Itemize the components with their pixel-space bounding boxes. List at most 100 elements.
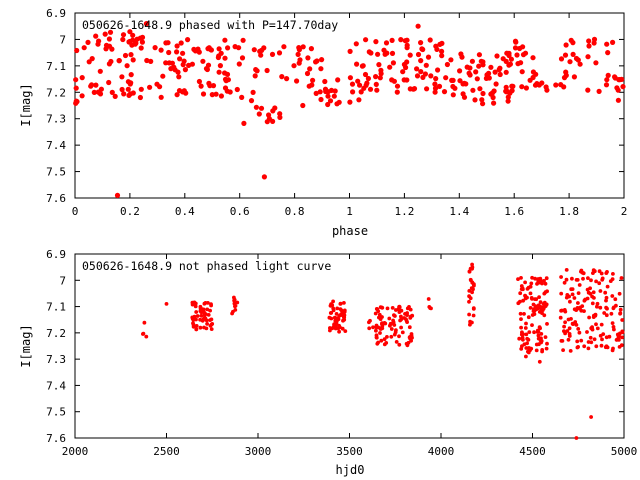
- data-point: [203, 301, 208, 305]
- data-point: [561, 75, 568, 81]
- data-point: [389, 334, 394, 339]
- data-point: [559, 308, 563, 313]
- data-point: [230, 311, 235, 316]
- data-point: [374, 87, 380, 93]
- data-point: [518, 311, 523, 316]
- data-point: [505, 98, 511, 104]
- x-tick-label: 2000: [62, 445, 89, 458]
- data-point: [400, 330, 405, 335]
- data-point: [439, 53, 445, 59]
- data-point: [318, 96, 324, 103]
- data-point: [564, 277, 569, 282]
- data-point: [567, 326, 572, 331]
- y-tick-label: 6.9: [46, 7, 66, 20]
- data-point: [604, 344, 609, 349]
- data-point: [559, 291, 564, 296]
- data-point: [198, 304, 203, 309]
- data-point: [562, 308, 567, 312]
- data-point: [305, 55, 311, 61]
- data-point: [199, 313, 204, 318]
- data-point: [147, 84, 153, 90]
- data-point: [542, 313, 547, 318]
- y-tick-label: 7: [59, 33, 66, 46]
- x-tick-label: 1: [346, 205, 353, 218]
- y-tick-label: 7.2: [46, 86, 66, 99]
- data-point: [91, 89, 97, 95]
- data-point: [407, 325, 412, 330]
- data-point: [479, 97, 485, 103]
- data-point: [405, 320, 409, 324]
- data-point: [564, 295, 569, 300]
- data-point: [399, 325, 403, 330]
- data-point: [366, 49, 372, 55]
- data-point: [408, 314, 413, 319]
- data-point: [467, 299, 471, 304]
- data-point: [367, 86, 374, 92]
- data-point: [248, 98, 255, 104]
- data-point: [218, 93, 224, 99]
- data-point: [527, 330, 532, 334]
- data-point: [576, 301, 580, 305]
- data-point: [543, 335, 548, 339]
- data-point: [317, 89, 323, 95]
- data-point: [594, 322, 598, 327]
- data-point: [191, 322, 196, 327]
- data-point: [545, 341, 549, 346]
- data-point: [450, 77, 456, 83]
- data-point: [269, 51, 276, 58]
- data-point: [565, 329, 570, 333]
- data-point: [585, 87, 591, 93]
- data-point: [572, 296, 577, 300]
- data-point: [342, 301, 346, 305]
- data-point: [594, 279, 598, 284]
- data-point: [520, 52, 527, 58]
- data-point: [520, 335, 525, 340]
- data-point: [194, 327, 199, 332]
- data-point: [284, 76, 290, 82]
- data-point: [190, 315, 195, 320]
- data-point: [528, 306, 533, 310]
- data-point: [531, 302, 536, 307]
- data-point: [595, 326, 600, 331]
- data-point: [494, 53, 500, 59]
- data-point: [604, 313, 609, 318]
- data-point: [174, 43, 180, 49]
- data-point: [533, 71, 539, 77]
- data-point: [537, 325, 542, 329]
- data-point: [596, 88, 602, 94]
- data-point: [171, 64, 177, 70]
- unphased-light-curve-panel: 2000 2500 3000 3500 4000 4500 5000 6.9 7 7.1 7.2 7.…: [19, 248, 637, 477]
- y-tick-label: 7.2: [46, 327, 66, 340]
- data-point: [389, 37, 395, 44]
- data-point: [205, 307, 210, 312]
- data-point: [390, 306, 395, 310]
- data-point: [467, 289, 472, 293]
- data-point: [563, 320, 567, 325]
- data-point: [592, 337, 597, 342]
- data-point: [467, 72, 473, 78]
- data-point: [483, 75, 489, 81]
- data-point: [251, 47, 257, 53]
- data-point: [470, 320, 474, 325]
- data-point: [176, 74, 182, 80]
- data-point: [574, 323, 579, 327]
- data-point: [588, 291, 593, 296]
- data-point: [562, 324, 566, 329]
- data-point: [404, 37, 410, 43]
- x-axis-title: hjd0: [336, 463, 365, 477]
- data-point: [323, 88, 329, 95]
- data-point: [563, 42, 569, 48]
- data-point: [294, 78, 300, 84]
- data-point: [325, 93, 331, 99]
- data-point: [543, 84, 549, 90]
- data-point: [232, 44, 238, 50]
- data-point: [530, 323, 534, 327]
- data-point: [347, 48, 353, 55]
- data-point: [331, 306, 336, 311]
- data-point: [450, 92, 456, 98]
- data-point: [385, 335, 389, 339]
- data-point: [325, 101, 331, 108]
- data-point: [350, 89, 356, 95]
- y-tick-label: 7: [59, 274, 66, 287]
